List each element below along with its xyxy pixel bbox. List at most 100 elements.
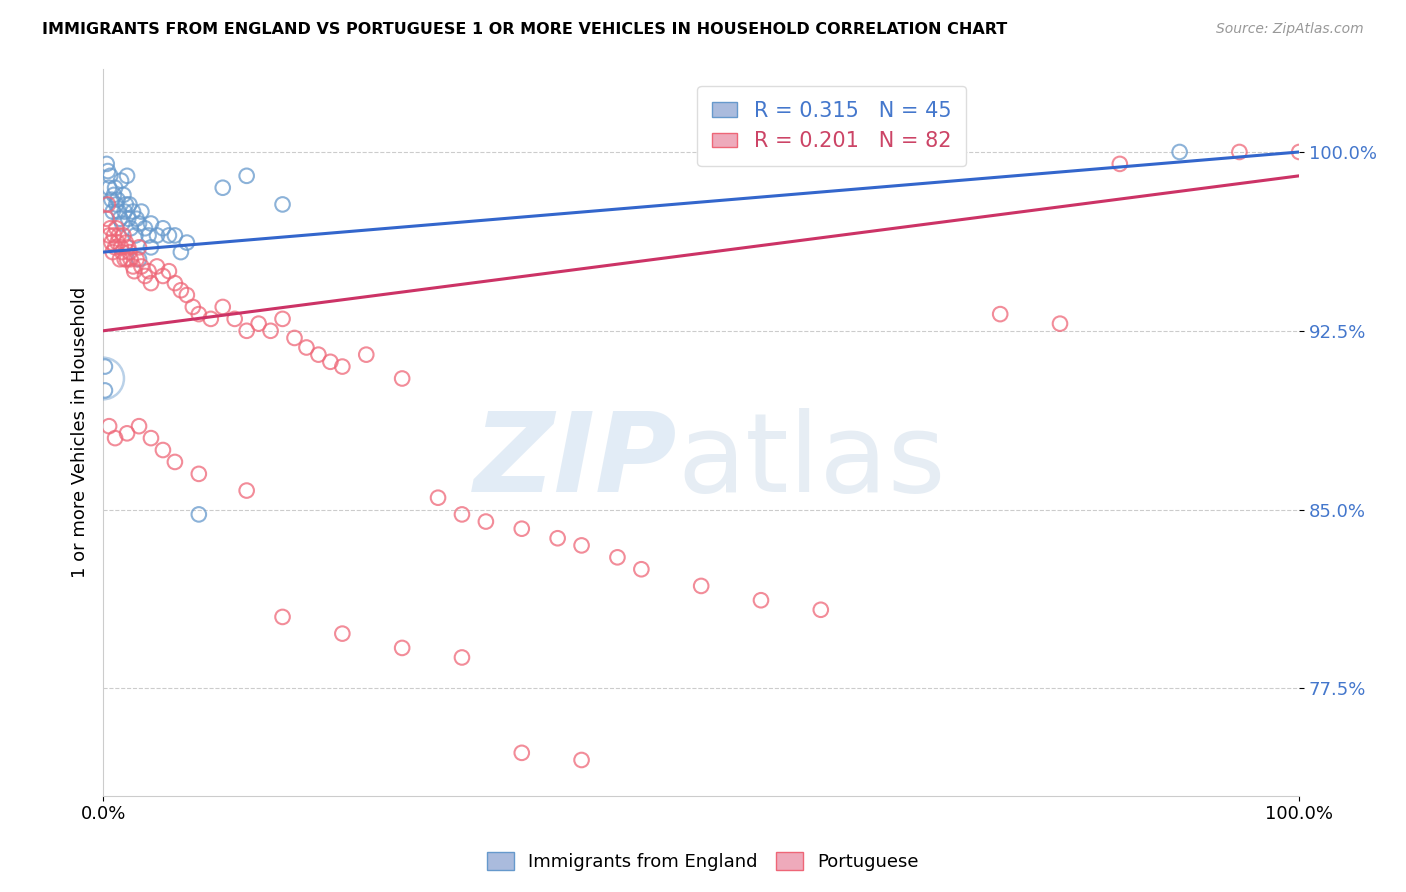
Point [97, 164, 120, 178]
Point [176, 235, 198, 250]
Point [1049, 317, 1071, 331]
Point [224, 311, 246, 326]
Legend: R = 0.315   N = 45, R = 0.201   N = 82: R = 0.315 N = 45, R = 0.201 N = 82 [697, 87, 966, 166]
Point [97, 197, 120, 211]
Point [139, 217, 162, 231]
Point [111, 217, 134, 231]
Point [211, 300, 233, 314]
Point [163, 276, 186, 290]
Point [187, 508, 209, 522]
Point [810, 603, 832, 617]
Point [606, 550, 628, 565]
Point [235, 324, 257, 338]
Point [138, 264, 160, 278]
Point [118, 197, 141, 211]
Point [187, 307, 209, 321]
Point [103, 228, 125, 243]
Point [330, 359, 353, 374]
Point [107, 235, 129, 250]
Point [120, 221, 142, 235]
Point [749, 593, 772, 607]
Point [157, 264, 180, 278]
Point [114, 252, 136, 267]
Point [247, 317, 270, 331]
Point [138, 228, 160, 243]
Point [115, 169, 138, 183]
Text: ZIP: ZIP [474, 408, 678, 515]
Point [111, 245, 134, 260]
Point [128, 217, 150, 231]
Point [330, 626, 353, 640]
Point [157, 228, 180, 243]
Point [283, 331, 305, 345]
Point [139, 431, 162, 445]
Point [122, 204, 145, 219]
Point [131, 260, 153, 274]
Point [114, 204, 136, 219]
Point [163, 228, 186, 243]
Point [98, 419, 121, 434]
Point [571, 753, 593, 767]
Point [163, 455, 186, 469]
Point [125, 211, 148, 226]
Point [690, 579, 713, 593]
Point [235, 169, 257, 183]
Point [988, 307, 1011, 321]
Point [510, 746, 533, 760]
Point [391, 640, 413, 655]
Point [187, 467, 209, 481]
Point [98, 221, 121, 235]
Text: IMMIGRANTS FROM ENGLAND VS PORTUGUESE 1 OR MORE VEHICLES IN HOUSEHOLD CORRELATIO: IMMIGRANTS FROM ENGLAND VS PORTUGUESE 1 … [42, 22, 1008, 37]
Point [112, 228, 135, 243]
Point [170, 245, 193, 260]
Point [115, 235, 138, 250]
Point [271, 311, 294, 326]
Point [104, 240, 127, 254]
Point [101, 204, 124, 219]
Point [120, 252, 142, 267]
Point [510, 522, 533, 536]
Point [146, 260, 169, 274]
Point [108, 211, 131, 226]
Point [152, 443, 174, 458]
Point [103, 187, 125, 202]
Point [117, 240, 139, 254]
Point [104, 431, 127, 445]
Point [134, 268, 156, 283]
Point [98, 228, 121, 243]
Point [307, 348, 329, 362]
Point [235, 483, 257, 498]
Point [451, 508, 474, 522]
Point [125, 252, 148, 267]
Point [259, 324, 281, 338]
Point [571, 538, 593, 552]
Point [101, 245, 124, 260]
Point [152, 221, 174, 235]
Point [98, 169, 121, 183]
Point [107, 204, 129, 219]
Point [110, 173, 132, 187]
Point [124, 228, 146, 243]
Point [94, 359, 117, 374]
Point [451, 650, 474, 665]
Point [146, 228, 169, 243]
Y-axis label: 1 or more Vehicles in Household: 1 or more Vehicles in Household [72, 286, 89, 578]
Point [91, 371, 114, 385]
Point [131, 204, 153, 219]
Point [122, 264, 145, 278]
Point [118, 245, 141, 260]
Point [271, 610, 294, 624]
Point [108, 252, 131, 267]
Point [107, 193, 129, 207]
Point [295, 341, 318, 355]
Point [128, 252, 150, 267]
Point [100, 235, 122, 250]
Point [100, 193, 122, 207]
Point [115, 426, 138, 441]
Point [211, 180, 233, 194]
Point [94, 197, 117, 211]
Text: atlas: atlas [678, 408, 946, 515]
Point [117, 211, 139, 226]
Point [115, 252, 138, 267]
Point [152, 268, 174, 283]
